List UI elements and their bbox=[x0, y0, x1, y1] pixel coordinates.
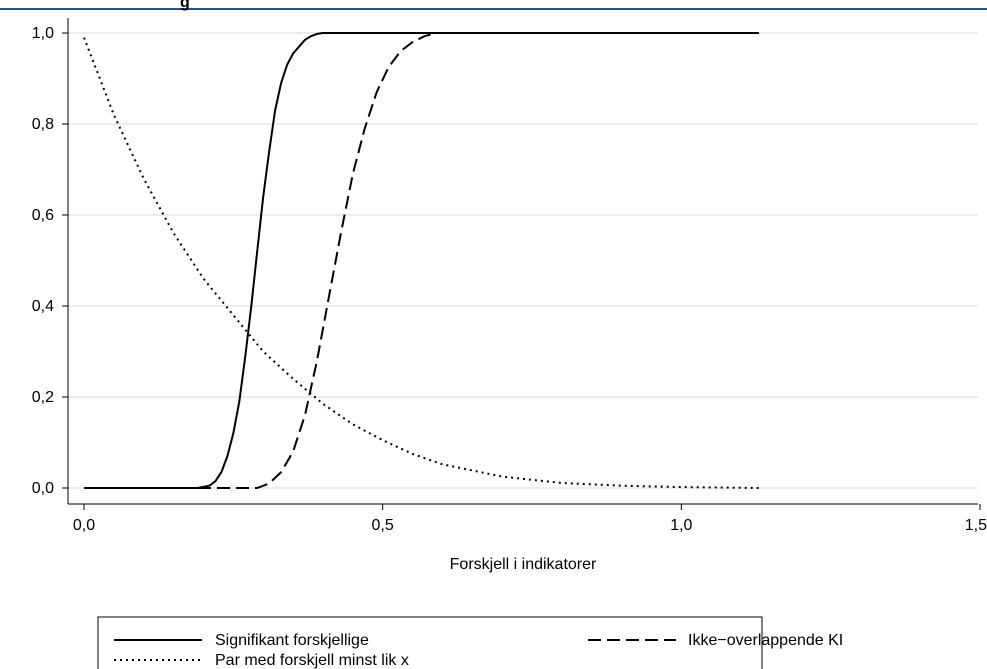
legend-label-par-med-forskjell: Par med forskjell minst lik x bbox=[215, 652, 409, 669]
x-tick-label-0: 0,0 bbox=[73, 517, 95, 534]
series-line-dotted bbox=[83, 37, 760, 489]
header-title-fragment: g bbox=[180, 0, 190, 11]
series-line-dashed bbox=[84, 32, 759, 489]
x-tick-label-3: 1,5 bbox=[965, 517, 987, 534]
series-line-solid bbox=[84, 32, 759, 489]
y-tick-label-1: 0,2 bbox=[32, 389, 54, 406]
x-tick-label-2: 1,0 bbox=[670, 517, 692, 534]
y-tick-label-0: 0,0 bbox=[32, 480, 54, 497]
legend-box bbox=[97, 616, 763, 669]
y-tick-label-2: 0,4 bbox=[32, 298, 54, 315]
legend: Signifikant forskjellige Ikke−overlappen… bbox=[97, 616, 843, 669]
gridlines bbox=[68, 32, 978, 489]
x-tick-label-1: 0,5 bbox=[372, 517, 394, 534]
y-tick-label-4: 0,8 bbox=[32, 116, 54, 133]
series-lines bbox=[83, 32, 760, 489]
axes: 0,0 0,2 0,4 0,6 0,8 1,0 0,0 0,5 1,0 1,5 bbox=[32, 18, 987, 534]
legend-label-ikke-overlappende: Ikke−overlappende KI bbox=[688, 632, 843, 649]
y-tick-label-3: 0,6 bbox=[32, 207, 54, 224]
x-axis-label: Forskjell i indikatorer bbox=[450, 556, 597, 573]
y-tick-label-5: 1,0 bbox=[32, 25, 54, 42]
legend-label-signifikant: Signifikant forskjellige bbox=[215, 632, 369, 649]
